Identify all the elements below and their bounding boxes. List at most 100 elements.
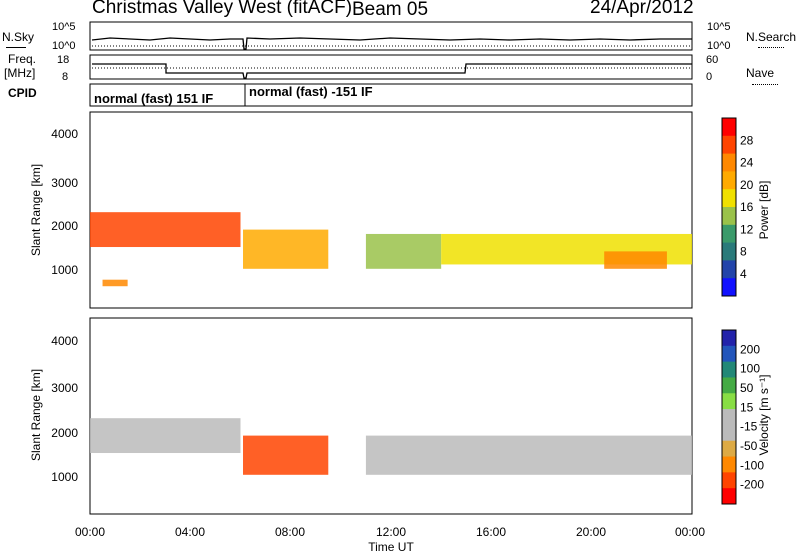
echo-region xyxy=(90,418,241,454)
nave-tick-top: 60 xyxy=(706,54,718,66)
xtick-3: 12:00 xyxy=(376,525,406,539)
colorbar-swatch xyxy=(722,424,736,442)
colorbar-swatch xyxy=(722,278,736,297)
x-axis-label: Time UT xyxy=(368,540,414,554)
noise-panel: 10^5 10^0 10^5 10^0 xyxy=(52,21,731,52)
velocity-colorbar-tick: 100 xyxy=(740,362,760,376)
colorbar-swatch xyxy=(722,118,736,137)
power-echo-marks xyxy=(90,212,692,287)
colorbar-swatch xyxy=(722,171,736,190)
velocity-colorbar-tick: 50 xyxy=(740,381,754,395)
noise-tick-top-left: 10^5 xyxy=(52,21,76,33)
nsky-line xyxy=(91,37,692,50)
colorbar-frame xyxy=(721,117,737,297)
nsearch-legend-line xyxy=(758,47,784,48)
colorbar-swatch xyxy=(722,393,736,410)
velocity-colorbar-tick: -15 xyxy=(740,420,758,434)
velocity-colorbar-label: Velocity [m s⁻¹] xyxy=(757,374,771,455)
nave-legend-line xyxy=(752,84,778,85)
noise-tick-bottom-right: 10^0 xyxy=(707,40,731,52)
colorbar-swatch xyxy=(722,242,736,261)
colorbar-swatch xyxy=(722,472,736,489)
velocity-ytick-1000: 1000 xyxy=(51,470,78,484)
xtick-1: 04:00 xyxy=(175,525,205,539)
colorbar-swatch xyxy=(722,377,736,394)
power-colorbar-tick: 16 xyxy=(740,200,754,214)
power-ytick-4000: 4000 xyxy=(51,127,78,141)
power-colorbar-tick: 28 xyxy=(740,133,754,147)
nave-label: Nave xyxy=(746,66,775,80)
cpid-panel: normal (fast) 151 IF normal (fast) -151 … xyxy=(89,83,693,107)
power-ytick-3000: 3000 xyxy=(51,176,78,190)
colorbar-swatch xyxy=(722,189,736,208)
velocity-ylabel: Slant Range [km] xyxy=(29,369,43,461)
echo-region xyxy=(604,251,667,269)
power-colorbar-tick: 4 xyxy=(740,267,747,281)
beam-title: Beam 05 xyxy=(352,0,429,20)
xtick-4: 16:00 xyxy=(476,525,506,539)
xtick-6: 00:00 xyxy=(675,525,705,539)
power-ytick-2000: 2000 xyxy=(51,219,78,233)
colorbar-swatch xyxy=(722,409,736,426)
velocity-ytick-2000: 2000 xyxy=(51,426,78,440)
colorbar-frame xyxy=(721,329,737,505)
velocity-ytick-4000: 4000 xyxy=(51,334,78,348)
station-title: Christmas Valley West (fitACF) xyxy=(92,0,353,18)
power-colorbar-tick: 20 xyxy=(740,178,754,192)
echo-region xyxy=(243,435,329,475)
colorbar-swatch xyxy=(722,361,736,378)
freq-tick-bottom: 8 xyxy=(62,71,68,83)
colorbar-swatch xyxy=(722,224,736,244)
echo-region xyxy=(365,435,692,475)
freq-tick-top: 18 xyxy=(57,54,69,66)
power-colorbar-tick: 12 xyxy=(740,222,754,236)
power-colorbar: 28 24 20 16 12 8 4 xyxy=(721,117,754,297)
xtick-5: 20:00 xyxy=(576,525,606,539)
power-colorbar-tick: 8 xyxy=(740,245,747,259)
xtick-0: 00:00 xyxy=(75,525,105,539)
colorbar-swatch xyxy=(722,488,736,505)
cpid-2: normal (fast) -151 IF xyxy=(249,84,373,99)
noise-tick-top-right: 10^5 xyxy=(707,21,731,33)
colorbar-swatch xyxy=(722,345,736,363)
nsky-legend-line xyxy=(6,47,26,48)
x-axis: 00:00 04:00 08:00 12:00 16:00 20:00 00:0… xyxy=(75,525,705,554)
velocity-colorbar-tick: 200 xyxy=(740,342,760,356)
velocity-colorbar-tick: 15 xyxy=(740,400,754,414)
velocity-echo-marks xyxy=(90,418,692,475)
velocity-panel: 4000 3000 2000 1000 Slant Range [km] xyxy=(29,317,693,515)
freq-line xyxy=(92,63,692,79)
colorbar-swatch xyxy=(722,135,736,155)
freq-unit-label: [MHz] xyxy=(4,66,36,80)
colorbar-swatch xyxy=(722,330,736,347)
echo-region xyxy=(90,212,241,248)
velocity-ytick-3000: 3000 xyxy=(51,381,78,395)
power-ytick-1000: 1000 xyxy=(51,263,78,277)
velocity-colorbar-tick: -50 xyxy=(740,439,758,453)
echo-region xyxy=(243,229,329,269)
power-ylabel: Slant Range [km] xyxy=(29,164,43,256)
echo-region xyxy=(365,233,442,269)
date-title: 24/Apr/2012 xyxy=(590,0,694,18)
power-colorbar-label: Power [dB] xyxy=(757,181,771,240)
power-colorbar-tick: 24 xyxy=(740,156,754,170)
colorbar-swatch xyxy=(722,260,736,279)
colorbar-swatch xyxy=(722,440,736,458)
freq-panel: 18 8 60 0 xyxy=(57,54,718,83)
colorbar-swatch xyxy=(722,153,736,172)
velocity-colorbar-tick: -200 xyxy=(740,478,764,492)
cpid-label: CPID xyxy=(8,86,37,100)
xtick-2: 08:00 xyxy=(275,525,305,539)
power-panel: 4000 3000 2000 1000 Slant Range [km] xyxy=(29,111,693,309)
nsky-label: N.Sky xyxy=(2,30,35,44)
colorbar-swatch xyxy=(722,456,736,473)
echo-region xyxy=(102,279,128,287)
colorbar-swatch xyxy=(722,207,736,226)
cpid-1: normal (fast) 151 IF xyxy=(94,91,213,106)
velocity-colorbar: 200 100 50 15 -15 -50 -100 -200 xyxy=(721,329,764,505)
noise-tick-bottom-left: 10^0 xyxy=(52,40,76,52)
velocity-colorbar-tick: -100 xyxy=(740,458,764,472)
nsearch-label: N.Search xyxy=(746,30,797,44)
nave-tick-bottom: 0 xyxy=(706,71,712,83)
